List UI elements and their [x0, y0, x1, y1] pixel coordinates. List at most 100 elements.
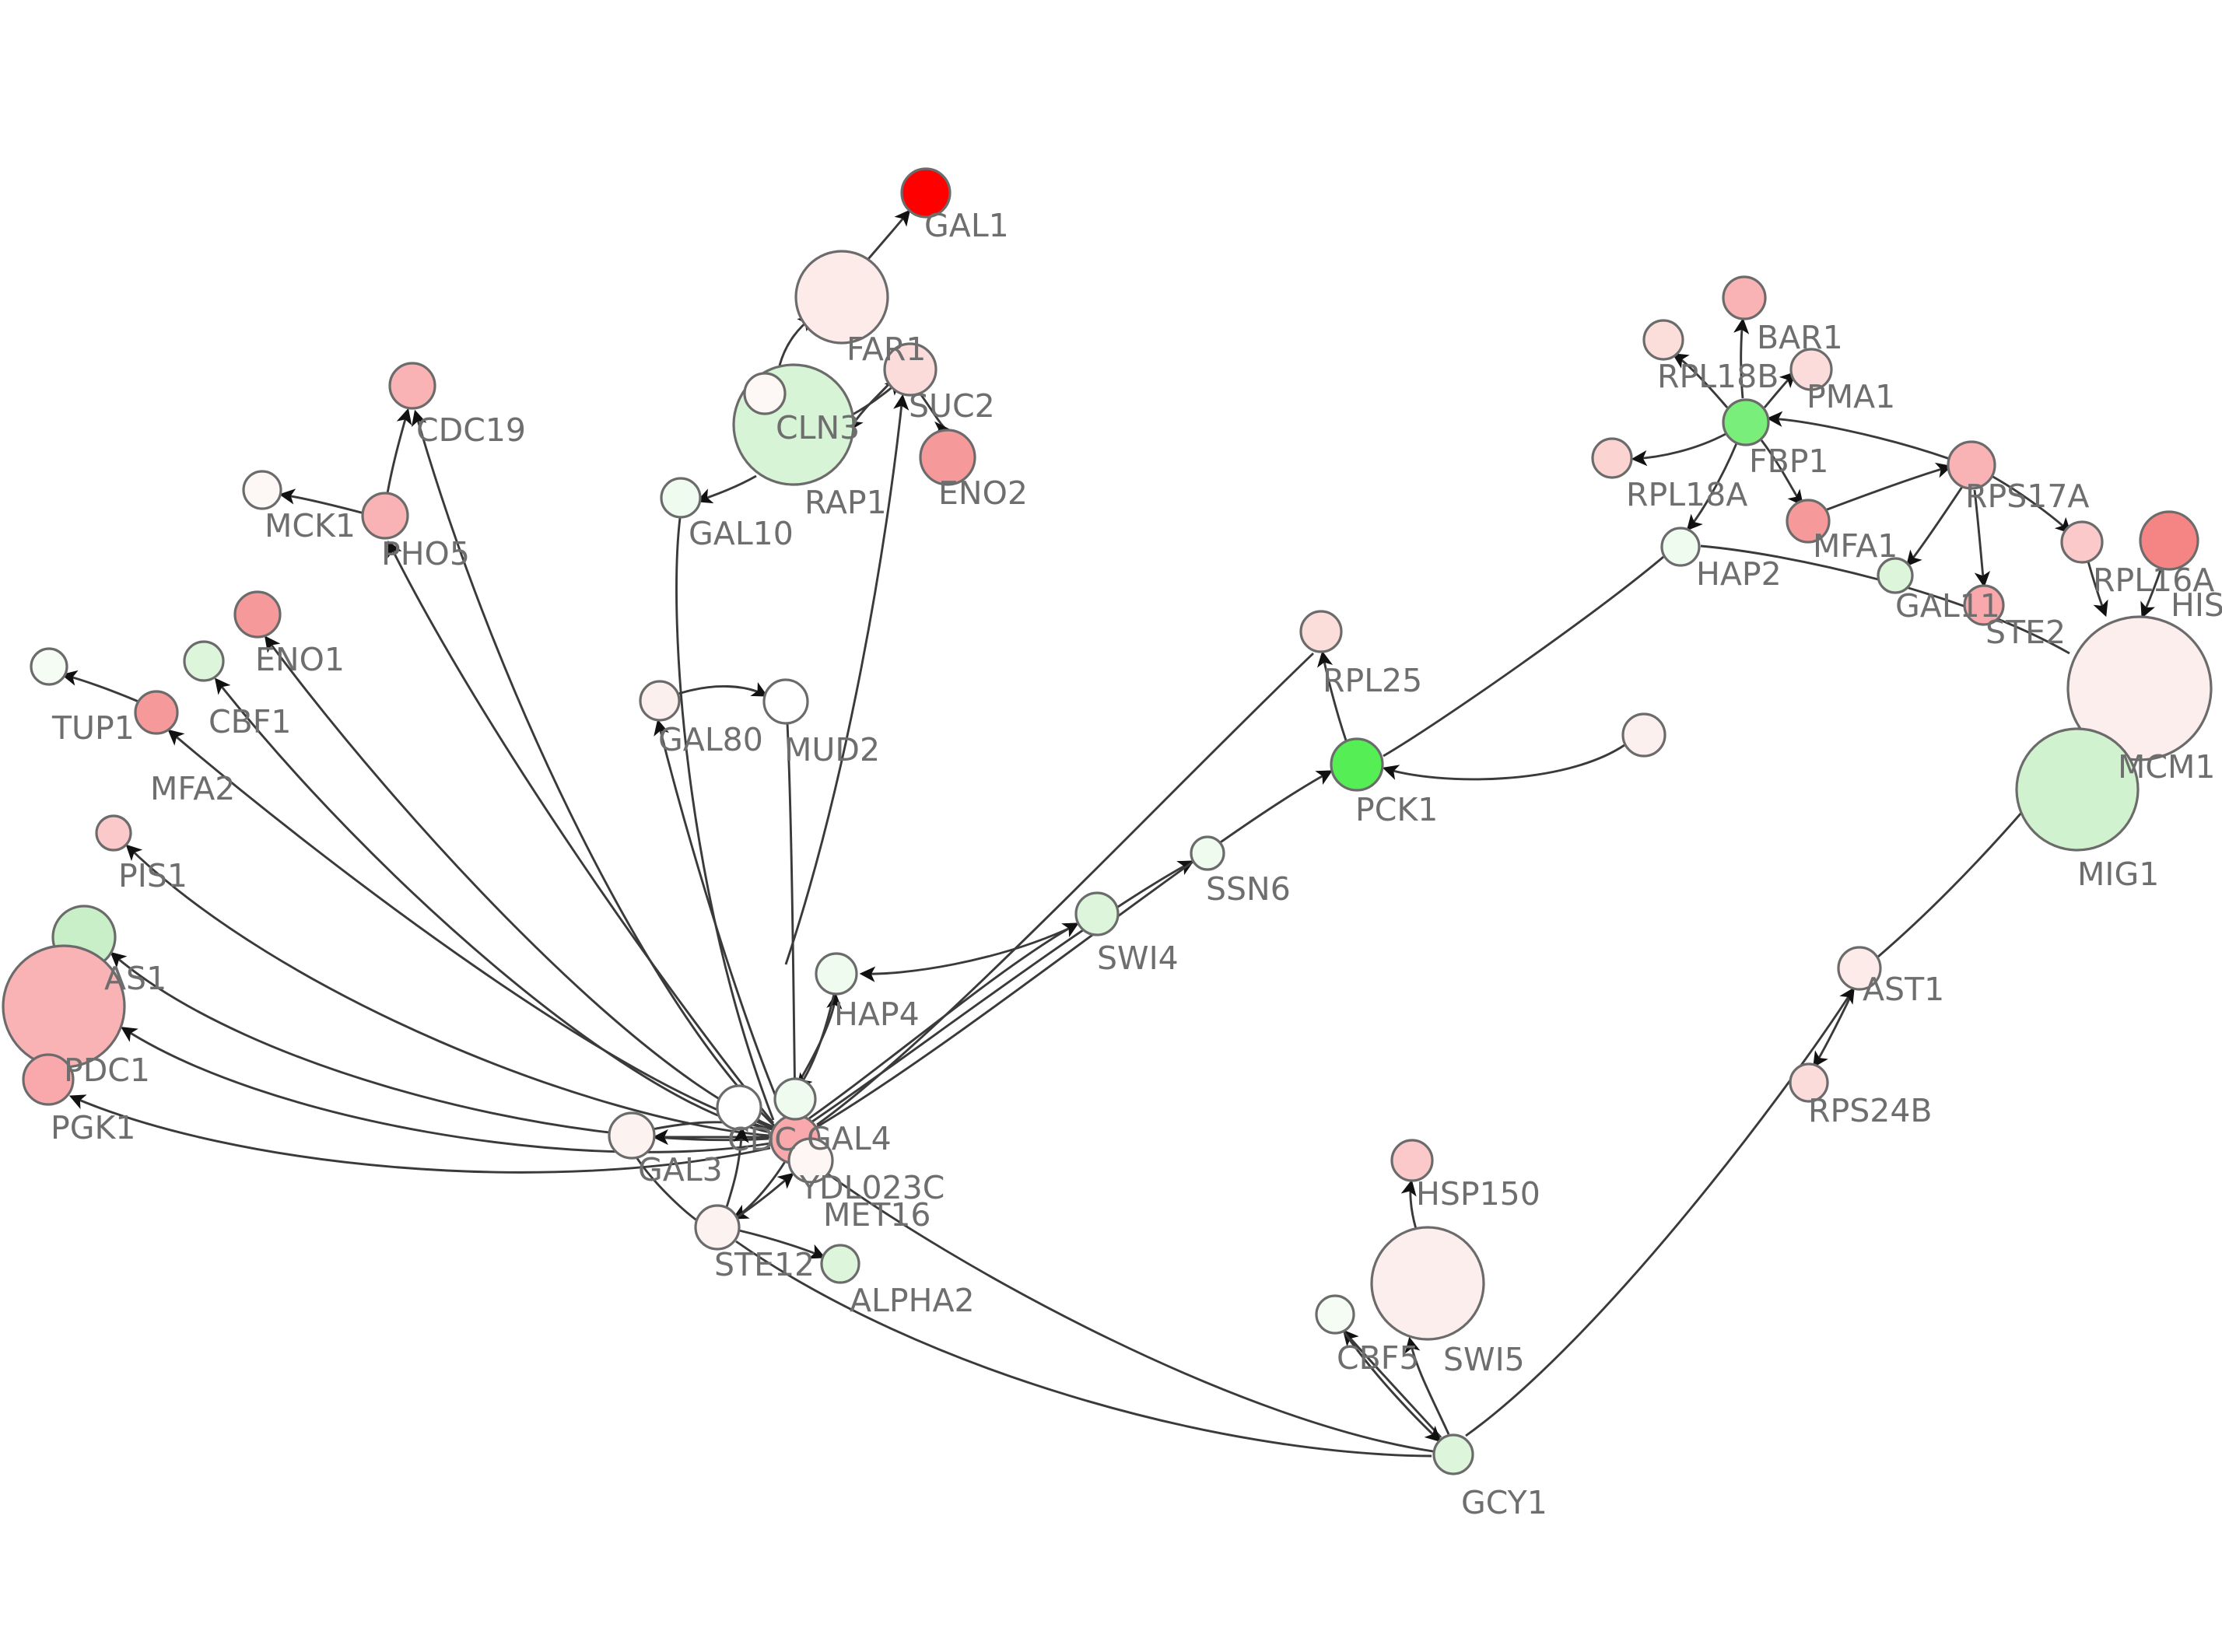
edge-gal4-to-cbf1[interactable]: [214, 677, 771, 1134]
node-gal1[interactable]: [900, 167, 952, 219]
edge-ste12-to-gcy1[interactable]: [735, 1240, 1432, 1458]
node-gal10[interactable]: [660, 477, 702, 519]
edge-gal4-to-gal80[interactable]: [654, 719, 786, 1118]
edge-gal4-to-ste12[interactable]: [732, 1160, 787, 1220]
edge-ste12-to-ydl023c[interactable]: [735, 1172, 794, 1220]
node-gal3[interactable]: [608, 1111, 656, 1160]
edge-gal4-to-gas1[interactable]: [110, 951, 769, 1142]
edge-rpl16a-to-mcm1[interactable]: [2087, 561, 2108, 618]
edge-gal4-to-pho5[interactable]: [387, 540, 775, 1124]
edge-rps17a-to-rpl16a[interactable]: [1991, 474, 2072, 534]
edge-pho5-to-cdc19[interactable]: [386, 408, 412, 494]
edge-gal4-to-pck1[interactable]: [815, 770, 1333, 1129]
node-alpha2[interactable]: [820, 1244, 860, 1284]
edge-fbp1-to-rpl18b[interactable]: [1672, 353, 1729, 408]
node-rps17a[interactable]: [1947, 440, 1996, 490]
edge-ste12-to-gal4[interactable]: [725, 1126, 749, 1208]
node-eno2[interactable]: [919, 429, 976, 486]
node-pis1[interactable]: [95, 814, 132, 852]
edge-suc2-to-eno2[interactable]: [918, 392, 951, 438]
node-rpl25[interactable]: [1299, 610, 1343, 653]
edge-swi5-to-hsp150[interactable]: [1400, 1179, 1418, 1230]
node-swi4[interactable]: [1074, 891, 1120, 936]
node-cbf1[interactable]: [183, 640, 225, 682]
node-ydl023c[interactable]: [787, 1137, 834, 1184]
node-mud2[interactable]: [762, 678, 809, 725]
edge-gal4-to-cdc19[interactable]: [411, 409, 776, 1128]
node-cdc19[interactable]: [388, 362, 436, 410]
node-mck1[interactable]: [242, 470, 282, 510]
node-unnamed1[interactable]: [1621, 712, 1666, 758]
edge-pho5-to-mck1[interactable]: [279, 488, 365, 515]
node-hap4[interactable]: [815, 952, 858, 996]
edge-fbp1-to-bar1[interactable]: [1733, 317, 1750, 399]
edge-ast1-to-rps24b[interactable]: [1813, 990, 1855, 1068]
edge-gal4-to-hap4[interactable]: [800, 992, 843, 1079]
edge-fbp1-to-hap2[interactable]: [1686, 443, 1738, 531]
edge-gal4-to-pdc1[interactable]: [121, 1027, 771, 1153]
node-ssn6[interactable]: [1190, 835, 1225, 871]
edge-gal4-to-ssn6[interactable]: [811, 860, 1194, 1123]
edge-mfa1-to-rps17a[interactable]: [1824, 462, 1953, 512]
node-suc2[interactable]: [883, 342, 938, 397]
node-gal80[interactable]: [639, 680, 681, 722]
node-hsp150[interactable]: [1390, 1139, 1434, 1182]
node-his4[interactable]: [2139, 510, 2199, 571]
edge-ste12-to-alpha2[interactable]: [738, 1229, 826, 1259]
node-pck1[interactable]: [1330, 737, 1384, 792]
node-eno1[interactable]: [233, 590, 282, 639]
node-pho5[interactable]: [361, 492, 409, 540]
node-far1[interactable]: [794, 250, 889, 345]
node-rpl16a[interactable]: [2060, 520, 2104, 564]
edge-rap1-to-suc2[interactable]: [784, 394, 909, 965]
node-pma1[interactable]: [1789, 348, 1833, 391]
edge-gal4-to-pgk1[interactable]: [68, 1094, 771, 1174]
node-mig1[interactable]: [2015, 727, 2140, 852]
node-gal11[interactable]: [1877, 557, 1914, 594]
node-cdc[interactable]: [716, 1084, 762, 1131]
node-mfa2[interactable]: [134, 690, 179, 735]
node-rpl18a[interactable]: [1591, 437, 1633, 479]
edge-gal4-to-gcy1[interactable]: [808, 1159, 1434, 1453]
edge-swi4-to-hap4[interactable]: [859, 924, 1076, 982]
edge-gal4-to-mfa2[interactable]: [167, 729, 773, 1131]
edge-rps17a-to-fbp1[interactable]: [1766, 411, 1950, 460]
node-gcy1[interactable]: [1432, 1433, 1474, 1475]
node-mcm1[interactable]: [2066, 615, 2213, 761]
edge-cbf5-to-gcy1[interactable]: [1341, 1329, 1442, 1443]
edge-gal80-to-mud2[interactable]: [678, 682, 768, 697]
edge-far1-to-gal1[interactable]: [862, 209, 911, 265]
node-rps24b[interactable]: [1789, 1062, 1829, 1103]
edge-rps17a-to-ste2[interactable]: [1973, 489, 1990, 588]
node-ast1[interactable]: [1837, 946, 1882, 991]
node-rpl18b[interactable]: [1642, 319, 1684, 361]
node-pgk1[interactable]: [22, 1053, 75, 1106]
node-fbp1[interactable]: [1722, 398, 1770, 446]
node-tup1[interactable]: [30, 647, 68, 686]
edge-rps17a-to-gal11[interactable]: [1905, 486, 1964, 567]
edge-mud2-to-gal4[interactable]: [786, 723, 797, 1113]
node-bar1[interactable]: [1722, 275, 1767, 320]
edge-gcy1-to-swi5[interactable]: [1404, 1336, 1450, 1435]
edge-gal4-to-eno1[interactable]: [264, 635, 773, 1128]
edge-cln3-to-gal10[interactable]: [696, 474, 757, 504]
node-ste2[interactable]: [1963, 584, 2005, 626]
edge-mfa2-to-tup1[interactable]: [61, 670, 139, 703]
node-hap4down[interactable]: [773, 1077, 817, 1121]
edge-unnamed1-to-pck1[interactable]: [1382, 744, 1625, 781]
edge-fbp1-to-rpl18a[interactable]: [1631, 432, 1726, 467]
edge-gal10-to-gal4[interactable]: [675, 517, 775, 1121]
edge-rpl25-to-gal4[interactable]: [816, 652, 1315, 1126]
node-ste12[interactable]: [694, 1204, 741, 1251]
edge-gcy1-to-cbf5[interactable]: [1342, 1329, 1442, 1438]
node-hap2[interactable]: [1660, 527, 1701, 567]
edge-gcy1-to-ast1[interactable]: [1465, 987, 1855, 1437]
node-swi5[interactable]: [1370, 1226, 1485, 1341]
edge-pck1-to-rpl25[interactable]: [1317, 650, 1348, 741]
edge-gal3-to-ste12[interactable]: [635, 1157, 701, 1224]
edge-his4-to-mcm1[interactable]: [2140, 567, 2163, 619]
edge-gal3-to-gal4[interactable]: [651, 1121, 774, 1131]
node-rap1[interactable]: [743, 372, 787, 415]
node-cbf5[interactable]: [1315, 1294, 1355, 1335]
edge-gal4-to-pis1[interactable]: [125, 844, 769, 1137]
